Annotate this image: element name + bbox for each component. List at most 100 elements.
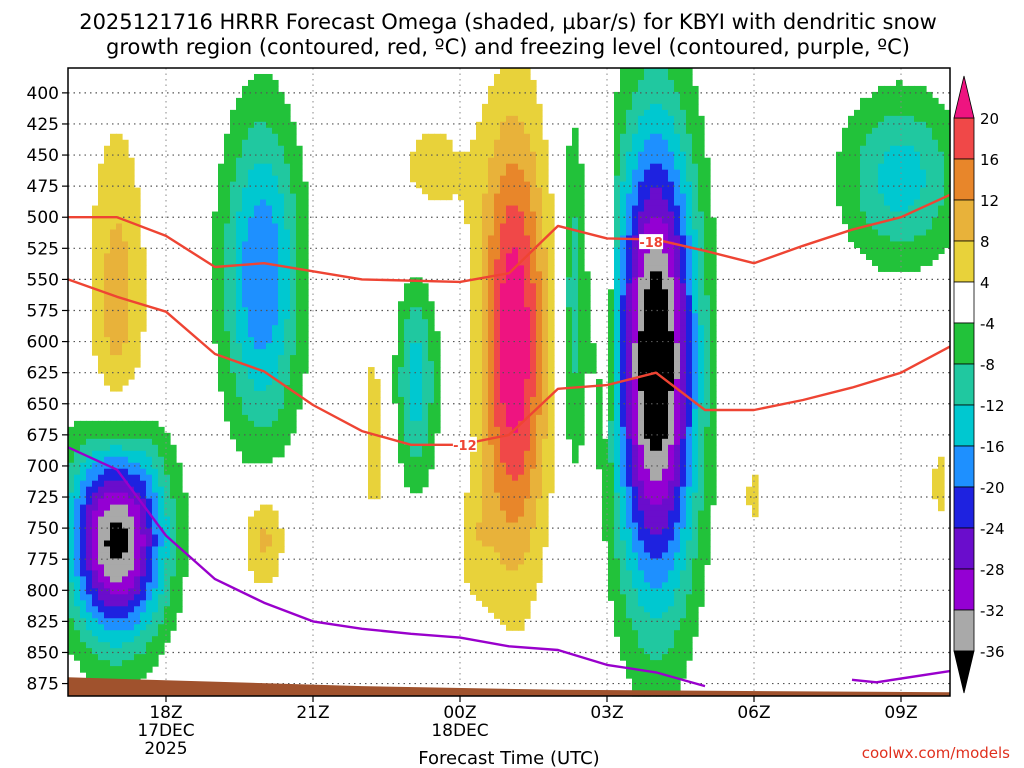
omega-cell bbox=[668, 600, 675, 607]
omega-cell bbox=[518, 295, 525, 302]
omega-cell bbox=[662, 630, 669, 637]
omega-cell bbox=[572, 432, 579, 440]
omega-cell bbox=[470, 247, 477, 255]
omega-cell bbox=[650, 211, 657, 219]
omega-cell bbox=[248, 277, 255, 284]
omega-cell bbox=[518, 367, 525, 374]
omega-cell bbox=[518, 528, 525, 536]
omega-cell bbox=[656, 115, 663, 123]
omega-cell bbox=[92, 618, 99, 625]
omega-cell bbox=[398, 414, 405, 422]
omega-cell bbox=[626, 133, 633, 141]
omega-cell bbox=[302, 241, 309, 249]
omega-cell bbox=[248, 169, 255, 177]
omega-cell bbox=[224, 361, 231, 368]
omega-cell bbox=[248, 85, 255, 93]
omega-cell bbox=[548, 402, 555, 410]
omega-cell bbox=[104, 157, 111, 165]
omega-cell bbox=[596, 408, 603, 416]
omega-cell bbox=[98, 343, 105, 350]
omega-cell bbox=[548, 438, 555, 446]
omega-cell bbox=[122, 145, 129, 153]
omega-cell bbox=[134, 474, 141, 482]
omega-cell bbox=[512, 91, 519, 99]
omega-cell bbox=[128, 450, 135, 458]
omega-cell bbox=[74, 600, 81, 607]
omega-cell bbox=[476, 277, 483, 284]
omega-cell bbox=[248, 157, 255, 165]
omega-cell bbox=[278, 139, 285, 147]
omega-cell bbox=[80, 648, 87, 655]
omega-cell bbox=[572, 331, 579, 338]
omega-cell bbox=[236, 295, 243, 302]
omega-cell bbox=[512, 570, 519, 577]
omega-cell bbox=[122, 666, 129, 673]
omega-cell bbox=[266, 343, 273, 350]
omega-cell bbox=[242, 438, 249, 446]
omega-cell bbox=[542, 343, 549, 350]
omega-cell bbox=[404, 390, 411, 398]
omega-cell bbox=[668, 510, 675, 518]
omega-cell bbox=[548, 456, 555, 464]
omega-cell bbox=[644, 636, 651, 643]
omega-cell bbox=[512, 337, 519, 344]
omega-cell bbox=[428, 444, 435, 452]
omega-cell bbox=[416, 438, 423, 446]
omega-cell bbox=[644, 307, 651, 314]
omega-cell bbox=[680, 295, 687, 302]
omega-cell bbox=[236, 109, 243, 117]
omega-cell bbox=[668, 570, 675, 577]
omega-cell bbox=[80, 462, 87, 470]
omega-cell bbox=[476, 576, 483, 583]
omega-cell bbox=[284, 337, 291, 344]
omega-cell bbox=[272, 516, 279, 524]
omega-cell bbox=[368, 402, 375, 410]
omega-cell bbox=[656, 516, 663, 524]
omega-cell bbox=[374, 456, 381, 464]
omega-cell bbox=[272, 85, 279, 93]
omega-cell bbox=[422, 480, 429, 488]
omega-cell bbox=[296, 169, 303, 177]
omega-cell bbox=[374, 444, 381, 452]
omega-cell bbox=[254, 205, 261, 213]
omega-cell bbox=[368, 414, 375, 422]
omega-cell bbox=[674, 181, 681, 189]
omega-cell bbox=[500, 546, 507, 554]
omega-cell bbox=[488, 558, 495, 566]
omega-cell bbox=[428, 396, 435, 404]
omega-cell bbox=[506, 301, 513, 308]
omega-cell bbox=[494, 283, 501, 290]
omega-cell bbox=[296, 205, 303, 213]
omega-cell bbox=[662, 265, 669, 272]
omega-cell bbox=[278, 349, 285, 356]
omega-cell bbox=[242, 265, 249, 272]
omega-cell bbox=[500, 349, 507, 356]
omega-cell bbox=[644, 402, 651, 410]
omega-cell bbox=[536, 277, 543, 284]
omega-cell bbox=[374, 396, 381, 404]
omega-cell bbox=[518, 546, 525, 554]
omega-cell bbox=[86, 444, 93, 452]
omega-cell bbox=[656, 109, 663, 117]
omega-cell bbox=[506, 163, 513, 171]
omega-cell bbox=[248, 396, 255, 404]
omega-cell bbox=[128, 373, 135, 380]
omega-cell bbox=[656, 402, 663, 410]
omega-cell bbox=[524, 582, 531, 589]
omega-cell bbox=[470, 181, 477, 189]
omega-cell bbox=[104, 223, 111, 231]
omega-cell bbox=[230, 229, 237, 237]
omega-cell bbox=[644, 163, 651, 171]
omega-cell bbox=[644, 331, 651, 338]
omega-cell bbox=[494, 205, 501, 213]
omega-cell bbox=[476, 139, 483, 147]
omega-cell bbox=[284, 420, 291, 428]
omega-cell bbox=[104, 456, 111, 464]
omega-cell bbox=[236, 145, 243, 153]
omega-cell bbox=[518, 468, 525, 476]
omega-cell bbox=[404, 301, 411, 308]
omega-cell bbox=[500, 277, 507, 284]
omega-cell bbox=[602, 492, 609, 500]
omega-cell bbox=[488, 355, 495, 362]
omega-cell bbox=[470, 486, 477, 494]
